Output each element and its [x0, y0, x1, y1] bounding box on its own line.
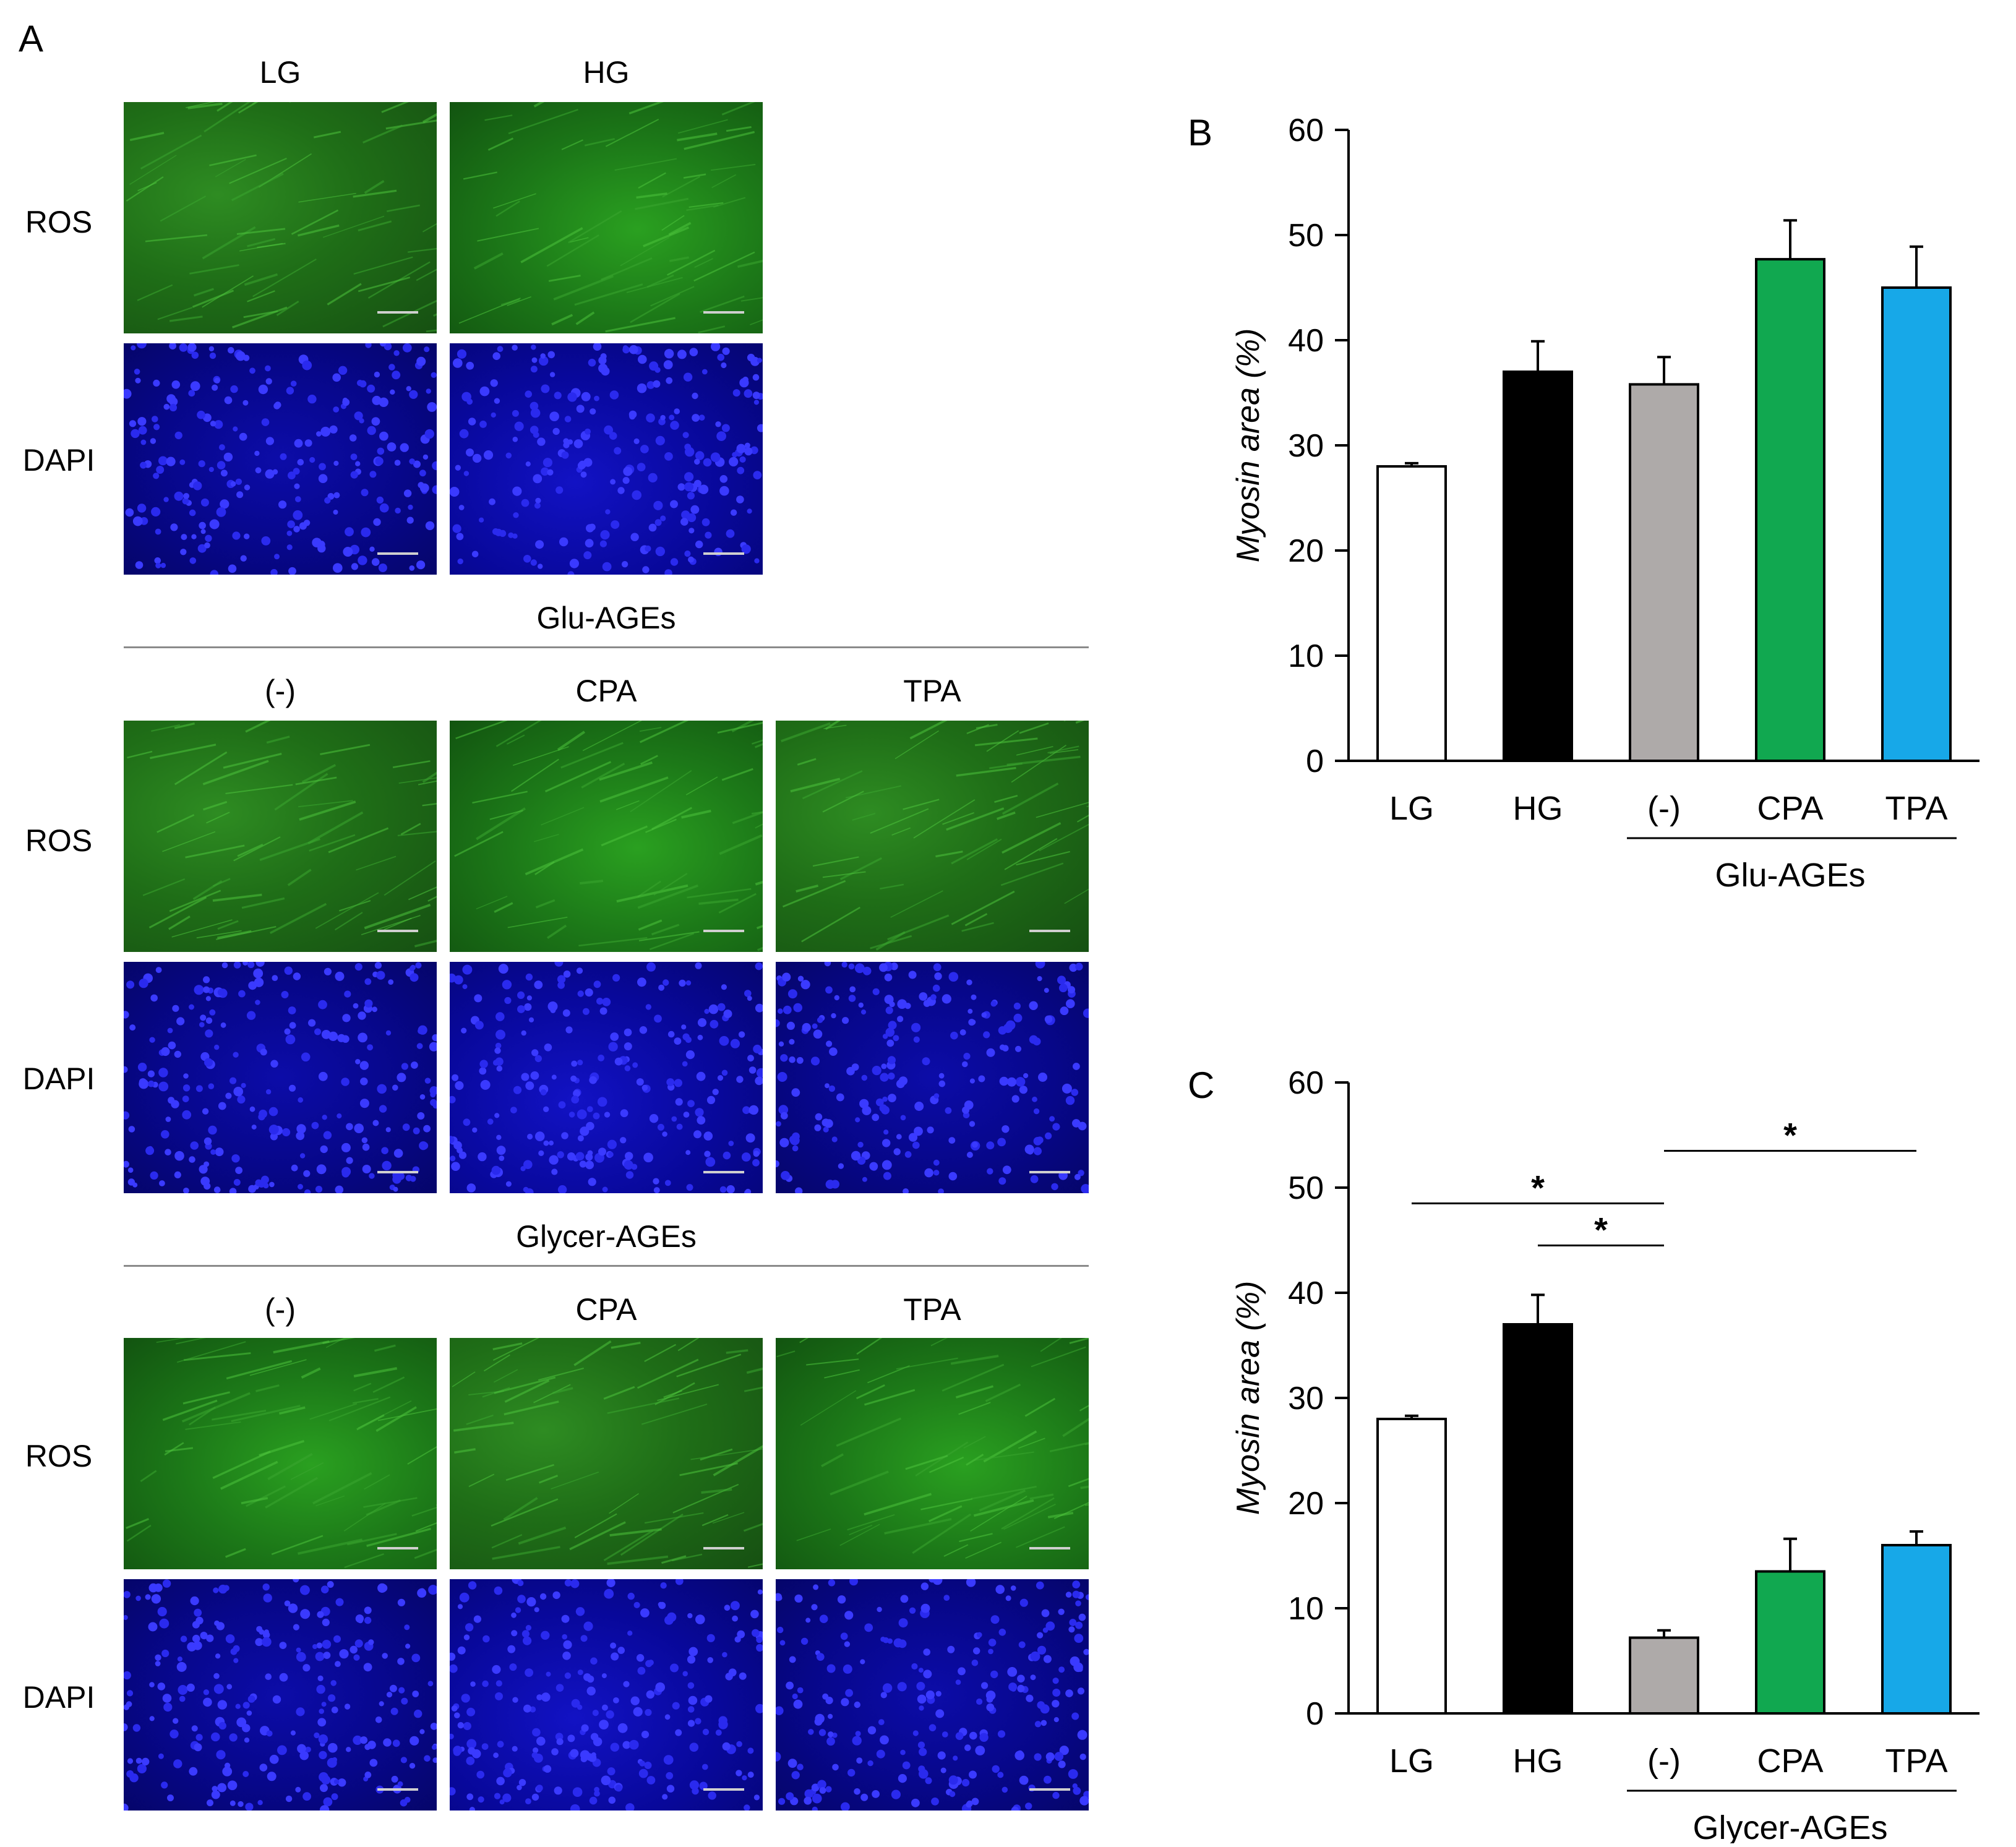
micrograph-dapi-hg [450, 343, 763, 575]
y-axis-label: Myosin area (%) [1230, 1281, 1266, 1515]
bar-0 [1376, 1418, 1447, 1715]
x-tick-label: (-) [1647, 790, 1681, 827]
x-tick-label: CPA [1757, 1742, 1823, 1780]
micrograph-ros-glycer-tpa [776, 1338, 1089, 1569]
y-tick-label: 20 [1288, 1486, 1324, 1522]
x-tick-label: HG [1513, 1742, 1563, 1780]
bar-3 [1755, 1570, 1825, 1715]
y-tick-label: 50 [1288, 218, 1324, 254]
micrograph-dapi-glycer-tpa [776, 1579, 1089, 1811]
y-tick-label: 30 [1288, 428, 1324, 464]
y-tick-label: 40 [1288, 1275, 1324, 1311]
x-tick-label: HG [1513, 790, 1563, 827]
chart-c: C 0 10 20 30 40 50 60 Myosin area (%) LG HG (-) CPA T… [1188, 1065, 1980, 1843]
group-divider-glycer-ages [124, 1265, 1089, 1267]
micrograph-ros-lg [124, 102, 437, 333]
panel-letter: B [1188, 112, 1212, 153]
y-tick-label: 30 [1288, 1381, 1324, 1416]
bar-4 [1881, 1544, 1952, 1715]
micrograph-dapi-glycer-cpa [450, 1579, 763, 1811]
significance-star: * [1783, 1116, 1797, 1155]
group-title-glycer-ages: Glycer-AGEs [516, 1219, 697, 1254]
chart-b: B 0 10 20 30 40 50 60 Myosin area (%) LG HG (-) CPA T… [1188, 112, 1980, 894]
row-label-dapi-glycer: DAPI [22, 1680, 95, 1715]
y-tick-label: 0 [1306, 1696, 1324, 1732]
y-tick-label: 40 [1288, 323, 1324, 359]
y-tick-label: 0 [1306, 744, 1324, 779]
bar-1 [1503, 1323, 1573, 1715]
panel-letter: C [1188, 1065, 1214, 1106]
y-tick-label: 20 [1288, 533, 1324, 569]
y-tick-label: 60 [1288, 1065, 1324, 1101]
x-tick-label: TPA [1885, 790, 1947, 827]
row-label-ros-glycer: ROS [25, 1439, 93, 1473]
row-label-ros: ROS [25, 205, 93, 239]
column-header-glu-cpa: CPA [575, 674, 637, 708]
bar-4 [1881, 286, 1952, 762]
bar-3 [1755, 258, 1825, 763]
y-tick-label: 10 [1288, 638, 1324, 674]
significance-star: * [1594, 1211, 1608, 1249]
row-label-dapi-glu: DAPI [22, 1061, 95, 1096]
column-header-hg: HG [583, 55, 630, 90]
micrograph-ros-hg [450, 102, 763, 333]
micrograph-ros-glycer-neg [124, 1338, 437, 1569]
column-header-lg: LG [259, 55, 301, 90]
bar-1 [1503, 371, 1573, 762]
group-divider-glu-ages [124, 646, 1089, 648]
panel-a-letter: A [19, 18, 44, 59]
y-axis-label: Myosin area (%) [1230, 328, 1266, 563]
y-tick-label: 50 [1288, 1170, 1324, 1206]
x-tick-label: TPA [1885, 1742, 1947, 1780]
x-tick-label: LG [1389, 1742, 1434, 1780]
column-header-glycer-cpa: CPA [575, 1292, 637, 1327]
x-tick-label: CPA [1757, 790, 1823, 827]
micrograph-ros-glu-tpa [776, 721, 1089, 952]
micrograph-dapi-lg [124, 343, 437, 575]
micrograph-dapi-glu-neg [124, 962, 437, 1193]
micrograph-ros-glycer-cpa [450, 1338, 763, 1569]
group-label: Glycer-AGEs [1692, 1809, 1887, 1843]
row-label-ros-glu: ROS [25, 823, 93, 858]
x-tick-label: LG [1389, 790, 1434, 827]
bar-0 [1376, 465, 1447, 762]
y-tick-label: 60 [1288, 113, 1324, 148]
group-label: Glu-AGEs [1715, 857, 1865, 894]
column-header-glu-neg: (-) [265, 674, 296, 708]
x-tick-label: (-) [1647, 1742, 1681, 1780]
significance-star: * [1531, 1168, 1545, 1207]
bar-2 [1629, 383, 1699, 762]
micrograph-dapi-glu-tpa [776, 962, 1089, 1193]
micrograph-dapi-glu-cpa [450, 962, 763, 1193]
column-header-glycer-tpa: TPA [903, 1292, 961, 1327]
column-header-glu-tpa: TPA [903, 674, 961, 708]
column-header-glycer-neg: (-) [265, 1292, 296, 1327]
row-label-dapi: DAPI [22, 443, 95, 478]
micrograph-ros-glu-cpa [450, 721, 763, 952]
y-tick-label: 10 [1288, 1591, 1324, 1627]
micrograph-ros-glu-neg [124, 721, 437, 952]
group-title-glu-ages: Glu-AGEs [536, 601, 676, 635]
bar-2 [1629, 1636, 1699, 1715]
micrograph-dapi-glycer-neg [124, 1579, 437, 1811]
